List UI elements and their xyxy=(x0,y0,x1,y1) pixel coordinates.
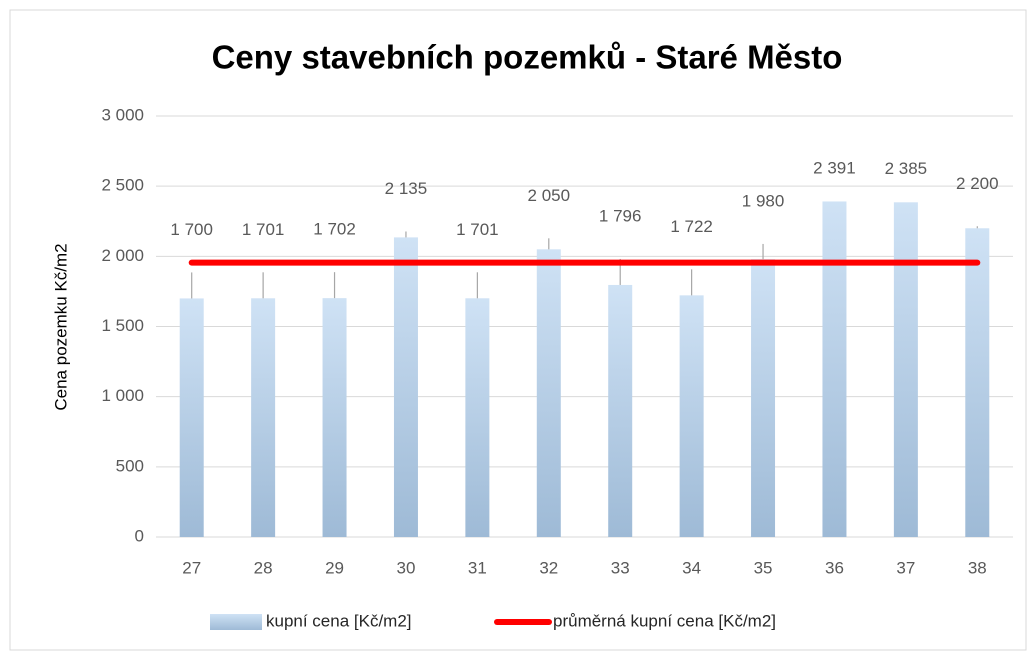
x-tick-label: 35 xyxy=(754,558,773,577)
bar xyxy=(965,228,990,537)
bar xyxy=(822,201,847,537)
x-tick-label: 36 xyxy=(825,558,844,577)
data-label: 2 200 xyxy=(956,174,999,193)
data-label: 1 980 xyxy=(742,191,785,210)
data-label: 1 701 xyxy=(456,220,499,239)
y-tick-label: 0 xyxy=(135,526,144,545)
data-label: 1 722 xyxy=(670,217,713,236)
bar xyxy=(393,237,418,537)
x-tick-label: 28 xyxy=(254,558,273,577)
y-tick-label: 500 xyxy=(116,456,144,475)
data-label: 1 701 xyxy=(242,220,285,239)
bar xyxy=(251,298,276,537)
x-tick-label: 27 xyxy=(182,558,201,577)
data-label: 1 702 xyxy=(313,220,356,239)
legend-label: průměrná kupní cena [Kč/m2] xyxy=(553,611,776,630)
data-label: 2 391 xyxy=(813,158,856,177)
bar xyxy=(608,284,633,537)
bar xyxy=(679,295,704,537)
x-tick-label: 34 xyxy=(682,558,701,577)
bar xyxy=(322,298,347,537)
x-tick-label: 29 xyxy=(325,558,344,577)
legend-swatch xyxy=(210,614,262,630)
data-label: 2 385 xyxy=(885,159,928,178)
legend-label: kupní cena [Kč/m2] xyxy=(266,611,412,630)
x-tick-label: 33 xyxy=(611,558,630,577)
bar xyxy=(179,298,204,537)
x-tick-label: 38 xyxy=(968,558,987,577)
bar xyxy=(465,298,490,537)
data-label: 1 796 xyxy=(599,206,642,225)
y-tick-label: 2 000 xyxy=(101,246,144,265)
y-tick-label: 1 000 xyxy=(101,386,144,405)
x-tick-label: 31 xyxy=(468,558,487,577)
data-label: 2 050 xyxy=(528,186,571,205)
x-tick-label: 32 xyxy=(539,558,558,577)
y-tick-label: 3 000 xyxy=(101,105,144,124)
data-label: 2 135 xyxy=(385,179,428,198)
chart-title: Ceny stavebních pozemků - Staré Město xyxy=(212,39,843,76)
bar xyxy=(751,259,776,537)
y-tick-label: 2 500 xyxy=(101,176,144,195)
bar xyxy=(893,202,918,537)
y-axis-title: Cena pozemku Kč/m2 xyxy=(51,243,70,410)
x-tick-label: 30 xyxy=(396,558,415,577)
chart-frame xyxy=(9,9,1027,651)
data-label: 1 700 xyxy=(170,220,213,239)
bar xyxy=(536,249,561,538)
y-tick-label: 1 500 xyxy=(101,316,144,335)
x-tick-label: 37 xyxy=(896,558,915,577)
